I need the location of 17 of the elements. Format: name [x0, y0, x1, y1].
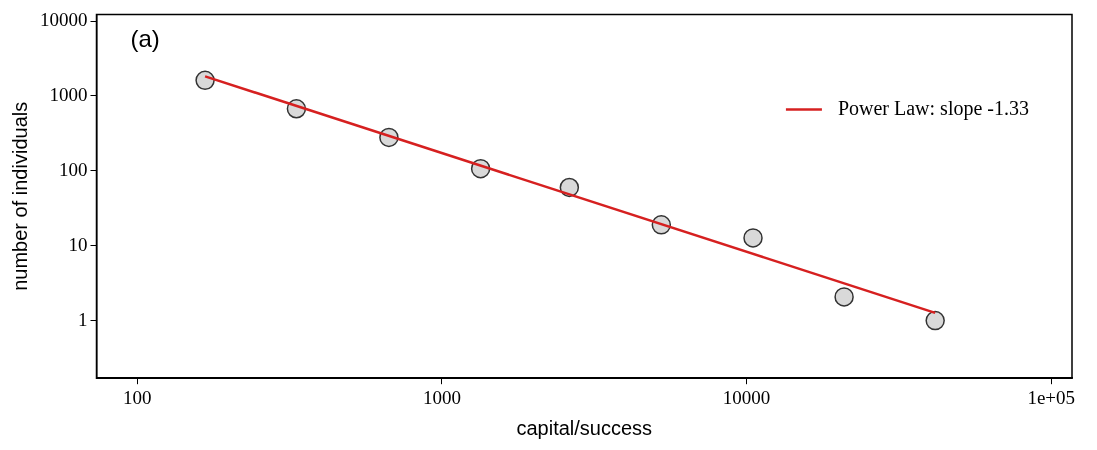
y-axis-title: number of individuals	[8, 101, 31, 291]
legend-label: Power Law: slope -1.33	[837, 96, 1029, 120]
point	[743, 228, 763, 248]
point	[195, 70, 215, 91]
y-tick-label: 10000	[40, 9, 88, 31]
x-axis-title: capital/success	[516, 416, 653, 439]
x-tick-label: 1e+05	[1027, 386, 1076, 408]
x-tick-label: 1000	[422, 386, 461, 408]
y-tick-label: 100	[59, 158, 88, 180]
x-tick-label: 10000	[722, 386, 771, 408]
y-tick-label: 1	[78, 308, 88, 330]
annotation: (a)	[130, 25, 160, 53]
point	[925, 310, 945, 331]
x-tick-label: 100	[122, 386, 152, 408]
y-tick-label: 1000	[49, 83, 88, 105]
y-tick-label: 10	[68, 233, 88, 255]
point	[834, 287, 854, 307]
